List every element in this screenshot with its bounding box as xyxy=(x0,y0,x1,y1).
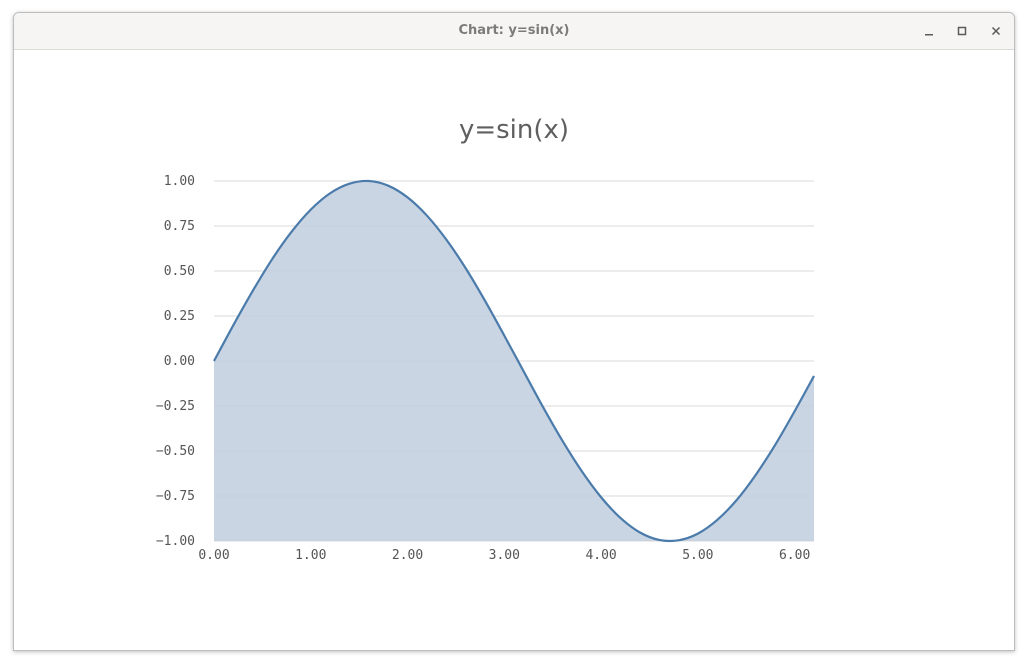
minimize-button[interactable] xyxy=(918,20,940,42)
x-tick-label: 2.00 xyxy=(392,548,423,563)
area-fill xyxy=(214,180,814,541)
chart-title: y=sin(x) xyxy=(459,115,569,145)
y-tick-label: 0.00 xyxy=(164,354,195,369)
chart-area: 1.00 0.75 0.50 0.25 0.00 −0.25 −0.50 −0.75 −1.00… xyxy=(14,50,1014,650)
title-bar[interactable]: Chart: y=sin(x) xyxy=(14,13,1014,50)
y-tick-label: −0.25 xyxy=(156,399,195,414)
x-tick-label: 0.00 xyxy=(198,548,229,563)
sine-chart: 1.00 0.75 0.50 0.25 0.00 −0.25 −0.50 −0.75 −1.00… xyxy=(156,115,815,563)
y-tick-label: 1.00 xyxy=(164,174,195,189)
y-tick-label: −0.75 xyxy=(156,489,195,504)
maximize-button[interactable] xyxy=(951,20,973,42)
x-tick-label: 6.00 xyxy=(779,548,810,563)
y-tick-label: −1.00 xyxy=(156,534,195,549)
maximize-icon xyxy=(957,26,967,36)
series-line xyxy=(213,179,815,543)
y-tick-label: 0.50 xyxy=(164,264,195,279)
x-tick-label: 1.00 xyxy=(295,548,326,563)
x-tick-label: 4.00 xyxy=(585,548,616,563)
close-icon xyxy=(991,26,1001,36)
y-tick-label: 0.75 xyxy=(164,219,195,234)
app-window: Chart: y=sin(x) 1.00 0.75 0.50 0.25 0.00 −0.2… xyxy=(13,12,1015,651)
y-tick-label: −0.50 xyxy=(156,444,195,459)
x-axis-tick-labels: 0.00 1.00 2.00 3.00 4.00 5.00 6.00 xyxy=(198,548,810,563)
close-button[interactable] xyxy=(985,20,1007,42)
y-axis-tick-labels: 1.00 0.75 0.50 0.25 0.00 −0.25 −0.50 −0.75 −1.00 xyxy=(156,174,195,549)
x-tick-label: 5.00 xyxy=(682,548,713,563)
x-tick-label: 3.00 xyxy=(489,548,520,563)
y-tick-label: 0.25 xyxy=(164,309,195,324)
minimize-icon xyxy=(924,26,934,36)
window-title: Chart: y=sin(x) xyxy=(458,23,570,38)
